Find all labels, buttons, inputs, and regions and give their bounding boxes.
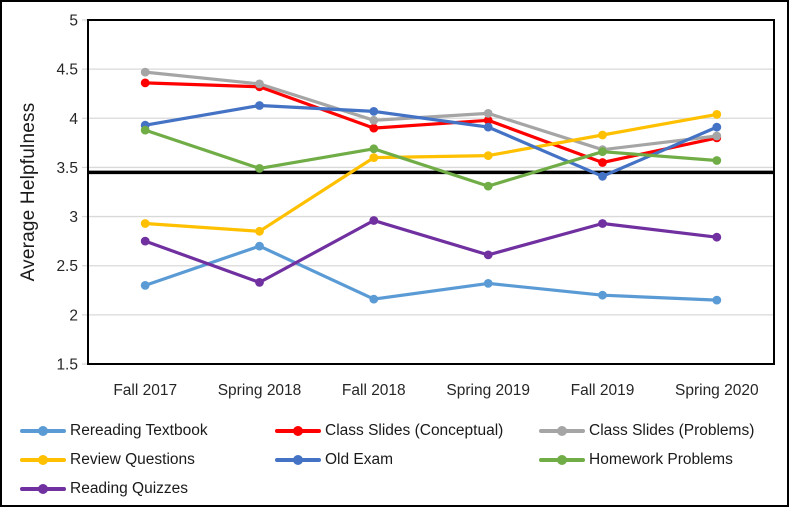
series-line-rereading-textbook [143, 244, 719, 302]
legend-label: Reading Quizzes [70, 479, 189, 497]
legend-item-class-slides-problems: Class Slides (Problems) [539, 419, 779, 442]
data-point-rereading-textbook [712, 295, 722, 305]
data-point-homework-problems [483, 181, 493, 191]
data-point-review-questions [140, 219, 150, 228]
y-tick-label: 4.5 [56, 62, 78, 79]
legend-marker-homework-problems [539, 454, 585, 465]
legend-label: Rereading Textbook [70, 421, 208, 439]
data-point-class-slides-problems [483, 109, 493, 118]
legend-label: Class Slides (Problems) [589, 421, 755, 439]
x-axis-label: Fall 2018 [342, 382, 406, 399]
data-point-review-questions [369, 153, 379, 163]
legend-marker-dot [38, 483, 48, 494]
series-line-class-slides-problems [143, 70, 719, 152]
legend-label: Class Slides (Conceptual) [325, 421, 504, 439]
data-point-review-questions [598, 130, 607, 140]
data-point-reading-quizzes [369, 216, 379, 225]
y-tick-label: 3 [69, 209, 78, 226]
x-axis-label: Spring 2020 [675, 382, 759, 399]
legend-item-review-questions: Review Questions [20, 448, 275, 471]
data-point-old-exam [255, 101, 264, 110]
legend-marker-dot [557, 425, 567, 436]
data-point-review-questions [483, 151, 493, 161]
series-line-review-questions [143, 112, 719, 233]
legend-marker-class-slides-problems [539, 425, 585, 436]
legend-marker-rereading-textbook [20, 425, 66, 436]
legend-marker-dot [293, 425, 303, 436]
y-tick-label: 4 [69, 111, 78, 128]
plot-border [87, 19, 775, 365]
data-point-homework-problems [598, 147, 607, 157]
data-point-homework-problems [140, 125, 150, 135]
legend-marker-review-questions [20, 454, 66, 465]
x-axis-label: Spring 2019 [446, 382, 530, 399]
data-point-class-slides-problems [712, 131, 722, 141]
legend-label: Homework Problems [589, 450, 733, 468]
y-tick-label: 3.5 [56, 160, 78, 177]
data-point-homework-problems [712, 156, 722, 165]
data-point-reading-quizzes [140, 236, 150, 246]
series-line-old-exam [143, 103, 719, 178]
data-point-reading-quizzes [483, 250, 493, 260]
series-line-class-slides-conceptual [143, 81, 719, 165]
data-point-class-slides-problems [140, 67, 150, 77]
x-axis-label: Fall 2017 [113, 382, 177, 399]
legend-label: Old Exam [325, 450, 394, 468]
data-point-old-exam [712, 122, 722, 132]
data-point-rereading-textbook [140, 281, 150, 290]
data-point-old-exam [598, 171, 607, 181]
data-point-rereading-textbook [255, 241, 264, 251]
legend-item-class-slides-conceptual: Class Slides (Conceptual) [275, 419, 539, 442]
data-point-reading-quizzes [712, 232, 722, 242]
data-point-rereading-textbook [369, 294, 379, 304]
y-tick-label: 1.5 [56, 357, 78, 374]
data-point-class-slides-conceptual [369, 123, 379, 133]
legend-marker-dot [38, 454, 48, 465]
data-point-class-slides-conceptual [483, 115, 493, 125]
y-tick-label: 2 [69, 307, 78, 324]
data-point-old-exam [483, 122, 493, 132]
legend-marker-dot [557, 454, 567, 465]
legend-marker-class-slides-conceptual [275, 425, 321, 436]
data-point-class-slides-conceptual [140, 78, 150, 88]
data-point-class-slides-conceptual [598, 158, 607, 167]
legend-item-old-exam: Old Exam [275, 448, 539, 471]
legend-marker-dot [38, 425, 48, 436]
legend-marker-reading-quizzes [20, 483, 66, 494]
y-tick-label: 2.5 [56, 258, 78, 275]
data-point-class-slides-problems [255, 79, 264, 89]
data-point-class-slides-problems [369, 115, 379, 125]
plot-area: 1.5 2 2.5 3 3.5 4 4.5 5 Fall 2017 Spring 2018 Fall… [56, 13, 775, 399]
data-point-review-questions [255, 226, 264, 236]
legend-item-reading-quizzes: Reading Quizzes [20, 477, 275, 500]
x-axis-label: Spring 2018 [218, 382, 302, 399]
data-point-rereading-textbook [483, 279, 493, 288]
legend-label: Review Questions [70, 450, 195, 468]
data-point-homework-problems [255, 164, 264, 173]
data-point-reading-quizzes [598, 219, 607, 228]
legend-item-rereading-textbook: Rereading Textbook [20, 419, 275, 442]
x-axis-label: Fall 2019 [571, 382, 635, 399]
legend-marker-old-exam [275, 454, 321, 465]
legend: Rereading Textbook Class Slides (Conceptu… [20, 419, 779, 500]
data-point-review-questions [712, 110, 722, 119]
data-point-rereading-textbook [598, 290, 607, 300]
y-tick-label: 5 [69, 13, 78, 30]
data-point-old-exam [369, 107, 379, 116]
data-point-homework-problems [369, 144, 379, 154]
legend-item-homework-problems: Homework Problems [539, 448, 779, 471]
series-line-homework-problems [143, 128, 719, 188]
series-line-reading-quizzes [143, 218, 719, 284]
data-point-reading-quizzes [255, 278, 264, 287]
legend-marker-dot [293, 454, 303, 465]
